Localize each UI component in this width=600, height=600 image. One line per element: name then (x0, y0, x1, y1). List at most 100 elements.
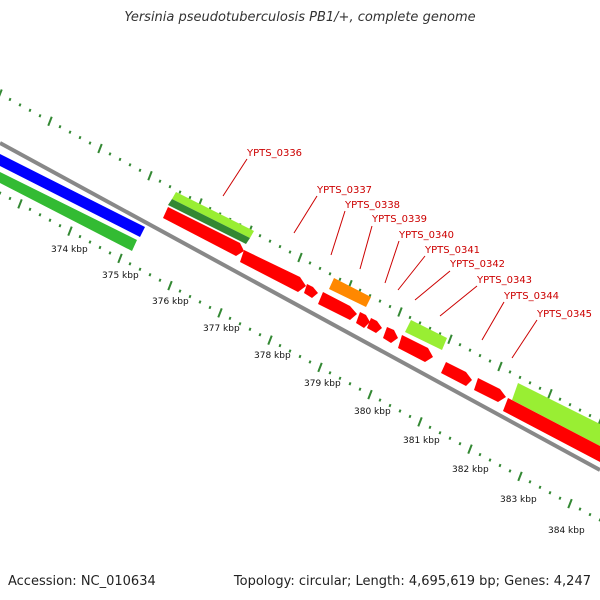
ruler-dot (588, 413, 592, 418)
ruler-dot (578, 507, 582, 511)
gene-label[interactable]: YPTS_0340 (398, 230, 454, 241)
ruler-dot (48, 218, 52, 222)
cds-arrow[interactable] (383, 327, 398, 343)
ruler-major-tick (297, 252, 303, 263)
gene-label[interactable]: YPTS_0336 (246, 148, 302, 159)
ruler-dot (428, 425, 432, 430)
ruler-major-tick (17, 199, 23, 209)
gene-label[interactable]: YPTS_0341 (424, 245, 480, 256)
inner-ruler (0, 191, 600, 522)
ruler-dot (318, 266, 322, 271)
accession-text: Accession: NC_010634 (8, 574, 156, 589)
ruler-dot (238, 322, 242, 326)
ruler-dot (338, 277, 342, 282)
cds-arrow[interactable] (240, 250, 306, 292)
ruler-dot (258, 233, 262, 238)
gene-blue-feature[interactable] (0, 154, 145, 237)
ruler-dot (338, 376, 342, 381)
ruler-dot (328, 371, 332, 375)
ruler-dot (558, 397, 562, 401)
gene-label[interactable]: YPTS_0344 (503, 291, 559, 302)
kbp-scale-labels: 374 kbp 375 kbp 376 kbp 377 kbp 378 kbp … (51, 245, 585, 536)
ruler-dot (298, 354, 302, 359)
cds-arrow[interactable] (398, 335, 433, 362)
cds-arrow[interactable] (163, 207, 244, 256)
kbp-label: 379 kbp (304, 379, 341, 389)
ruler-dot (398, 409, 402, 413)
kbp-label: 382 kbp (452, 465, 489, 475)
ruler-dot (528, 381, 532, 385)
ruler-dot (228, 316, 232, 321)
ruler-dot (118, 157, 122, 162)
gene-label[interactable]: YPTS_0337 (316, 185, 372, 196)
gene-green-feature[interactable] (0, 172, 137, 251)
ruler-dot (428, 326, 432, 331)
ruler-dot (278, 343, 282, 348)
ruler-dot (188, 294, 192, 299)
ruler-dot (278, 244, 282, 249)
ruler-dot (328, 272, 332, 276)
gene-label[interactable]: YPTS_0343 (476, 275, 532, 286)
cds-arrow[interactable] (318, 292, 357, 320)
ruler-major-tick (317, 362, 323, 373)
ruler-dot (458, 342, 462, 347)
ruler-major-tick (467, 444, 473, 455)
cds-arrow[interactable] (367, 318, 382, 333)
gene-label[interactable]: YPTS_0338 (344, 200, 400, 211)
ruler-dot (458, 441, 462, 446)
ruler-dot (388, 403, 392, 408)
ruler-dot (558, 496, 562, 500)
ruler-major-tick (447, 334, 453, 345)
outer-ruler (0, 89, 600, 426)
kbp-label: 378 kbp (254, 351, 291, 361)
ruler-major-tick (267, 335, 273, 346)
ruler-dot (138, 267, 142, 272)
kbp-label: 376 kbp (152, 297, 189, 307)
ruler-dot (108, 251, 112, 255)
gene-label[interactable]: YPTS_0339 (371, 214, 427, 225)
ruler-dot (548, 491, 552, 495)
ruler-dot (438, 431, 442, 435)
ruler-dot (288, 349, 292, 353)
kbp-label: 380 kbp (354, 407, 391, 417)
ruler-dot (448, 436, 452, 440)
ruler-dot (568, 402, 572, 407)
ruler-dot (8, 97, 12, 102)
gene-lime-feature[interactable] (172, 192, 254, 238)
gene-lime-feature[interactable] (405, 320, 447, 350)
kbp-label: 383 kbp (500, 495, 537, 505)
gene-dark-green-feature[interactable] (168, 199, 250, 244)
ruler-dot (248, 327, 252, 331)
ruler-dot (508, 370, 512, 374)
cds-arrow[interactable] (441, 362, 472, 386)
ruler-dot (198, 300, 202, 304)
gene-label[interactable]: YPTS_0342 (449, 259, 505, 270)
ruler-dot (388, 304, 392, 309)
ruler-dot (28, 108, 32, 113)
ruler-dot (478, 353, 482, 358)
gene-labels: YPTS_0336 YPTS_0337 YPTS_0338 YPTS_0339 … (222, 148, 592, 359)
ruler-dot (538, 386, 542, 391)
cds-arrow[interactable] (474, 378, 506, 402)
cds-arrow[interactable] (356, 312, 370, 328)
ruler-dot (498, 463, 502, 468)
ruler-dot (528, 480, 532, 484)
ruler-major-tick (367, 389, 373, 400)
genome-backbone (0, 141, 600, 472)
ruler-dot (588, 512, 592, 517)
ruler-dot (68, 130, 72, 134)
genome-stats-text: Topology: circular; Length: 4,695,619 bp… (233, 574, 591, 589)
gene-label[interactable]: YPTS_0345 (536, 309, 592, 320)
kbp-label: 377 kbp (203, 324, 240, 334)
cds-arrow[interactable] (304, 284, 318, 298)
gene-orange-feature[interactable] (329, 278, 371, 307)
ruler-dot (38, 114, 42, 118)
ruler-dot (58, 223, 62, 228)
ruler-major-tick (47, 116, 53, 127)
ruler-major-tick (567, 498, 573, 509)
ruler-dot (488, 359, 492, 363)
cds-arrow[interactable] (503, 398, 600, 462)
ruler-dot (128, 163, 132, 167)
gene-lime-feature[interactable] (512, 383, 600, 446)
ruler-dot (98, 245, 102, 250)
